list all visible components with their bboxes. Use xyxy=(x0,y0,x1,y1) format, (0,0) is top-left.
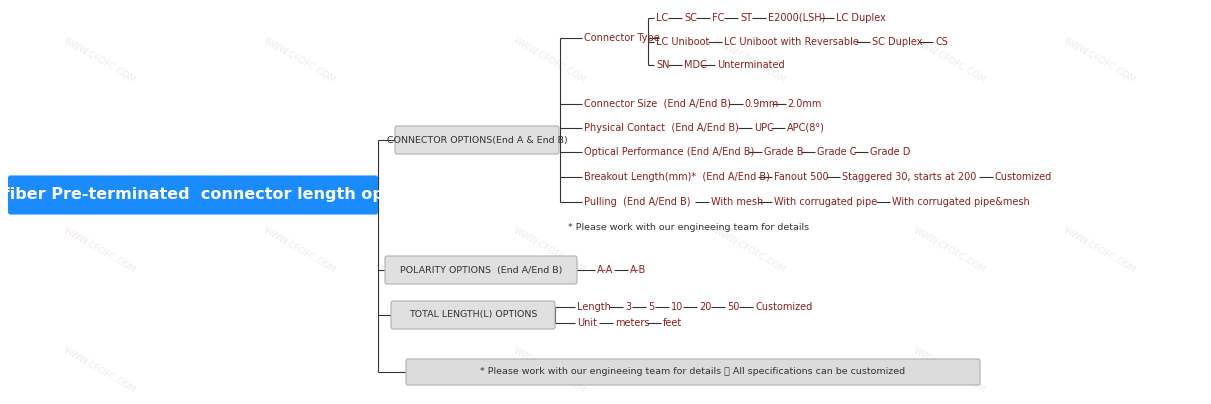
Text: 5: 5 xyxy=(648,302,654,312)
Text: Connector Type: Connector Type xyxy=(584,33,660,43)
Text: SC Duplex: SC Duplex xyxy=(872,37,923,47)
Text: Grade D: Grade D xyxy=(869,147,911,157)
FancyBboxPatch shape xyxy=(406,359,980,385)
Text: UPC: UPC xyxy=(754,123,774,133)
Text: Pulling  (End A/End B): Pulling (End A/End B) xyxy=(584,197,690,207)
Text: WWW.CFOFC.COM: WWW.CFOFC.COM xyxy=(1062,36,1138,84)
Text: WWW.CFOFC.COM: WWW.CFOFC.COM xyxy=(62,36,138,84)
Text: Breakout Length(mm)*  (End A/End B): Breakout Length(mm)* (End A/End B) xyxy=(584,172,770,182)
Text: SN: SN xyxy=(656,60,670,70)
FancyBboxPatch shape xyxy=(395,126,559,154)
Text: ST: ST xyxy=(740,13,752,23)
Text: Multi-fiber Pre-terminated  connector length optional: Multi-fiber Pre-terminated connector len… xyxy=(0,187,436,202)
Text: Grade C: Grade C xyxy=(817,147,856,157)
Text: Staggered 30, starts at 200: Staggered 30, starts at 200 xyxy=(842,172,976,182)
Text: SC: SC xyxy=(684,13,696,23)
Text: WWW.CFOFC.COM: WWW.CFOFC.COM xyxy=(62,225,138,274)
Text: Connector Size  (End A/End B): Connector Size (End A/End B) xyxy=(584,99,731,109)
Text: Length: Length xyxy=(576,302,610,312)
Text: WWW.CFOFC.COM: WWW.CFOFC.COM xyxy=(512,345,587,394)
Text: Grade B: Grade B xyxy=(764,147,804,157)
Text: LC Uniboot: LC Uniboot xyxy=(656,37,710,47)
Text: WWW.CFOFC.COM: WWW.CFOFC.COM xyxy=(263,225,338,274)
Text: TOTAL LENGTH(L) OPTIONS: TOTAL LENGTH(L) OPTIONS xyxy=(409,311,538,320)
Text: POLARITY OPTIONS  (End A/End B): POLARITY OPTIONS (End A/End B) xyxy=(400,265,562,274)
Text: Unit: Unit xyxy=(576,318,597,328)
Text: A-A: A-A xyxy=(597,265,613,275)
Text: 2.0mm: 2.0mm xyxy=(787,99,822,109)
Text: CONNECTOR OPTIONS(End A & End B): CONNECTOR OPTIONS(End A & End B) xyxy=(386,135,568,145)
FancyBboxPatch shape xyxy=(8,176,378,214)
Text: LC Duplex: LC Duplex xyxy=(836,13,886,23)
Text: * Please work with our engineeing team for details ， All specifications can be c: * Please work with our engineeing team f… xyxy=(481,368,906,377)
Text: WWW.CFOFC.COM: WWW.CFOFC.COM xyxy=(512,225,587,274)
Text: Physical Contact  (End A/End B): Physical Contact (End A/End B) xyxy=(584,123,739,133)
Text: With corrugated pipe: With corrugated pipe xyxy=(774,197,877,207)
Text: 3: 3 xyxy=(625,302,631,312)
Text: WWW.CFOFC.COM: WWW.CFOFC.COM xyxy=(912,36,988,84)
Text: Fanout 500: Fanout 500 xyxy=(774,172,828,182)
Text: LC Uniboot with Reversable: LC Uniboot with Reversable xyxy=(724,37,859,47)
Text: Unterminated: Unterminated xyxy=(717,60,785,70)
Text: Customized: Customized xyxy=(754,302,813,312)
Text: FC: FC xyxy=(712,13,724,23)
Text: APC(8°): APC(8°) xyxy=(787,123,825,133)
FancyBboxPatch shape xyxy=(385,256,576,284)
Text: meters: meters xyxy=(615,318,649,328)
Text: feet: feet xyxy=(662,318,682,328)
Text: WWW.CFOFC.COM: WWW.CFOFC.COM xyxy=(62,345,138,394)
Text: 20: 20 xyxy=(699,302,711,312)
Text: 50: 50 xyxy=(727,302,740,312)
FancyBboxPatch shape xyxy=(391,301,555,329)
Text: WWW.CFOFC.COM: WWW.CFOFC.COM xyxy=(912,225,988,274)
Text: WWW.CFOFC.COM: WWW.CFOFC.COM xyxy=(263,36,338,84)
Text: E2000(LSH): E2000(LSH) xyxy=(768,13,826,23)
Text: WWW.CFOFC.COM: WWW.CFOFC.COM xyxy=(712,36,788,84)
Text: WWW.CFOFC.COM: WWW.CFOFC.COM xyxy=(512,36,587,84)
Text: Customized: Customized xyxy=(994,172,1052,182)
Text: 0.9mm: 0.9mm xyxy=(745,99,779,109)
Text: WWW.CFOFC.COM: WWW.CFOFC.COM xyxy=(712,225,788,274)
Text: MDC: MDC xyxy=(684,60,707,70)
Text: With corrugated pipe&mesh: With corrugated pipe&mesh xyxy=(891,197,1029,207)
Text: With mesh: With mesh xyxy=(711,197,763,207)
Text: WWW.CFOFC.COM: WWW.CFOFC.COM xyxy=(1062,225,1138,274)
Text: * Please work with our engineeing team for details: * Please work with our engineeing team f… xyxy=(568,223,809,231)
Text: 10: 10 xyxy=(671,302,683,312)
Text: A-B: A-B xyxy=(630,265,647,275)
Text: CS: CS xyxy=(935,37,948,47)
Text: Optical Performance (End A/End B): Optical Performance (End A/End B) xyxy=(584,147,754,157)
Text: WWW.CFOFC.COM: WWW.CFOFC.COM xyxy=(912,345,988,394)
Text: LC: LC xyxy=(656,13,668,23)
